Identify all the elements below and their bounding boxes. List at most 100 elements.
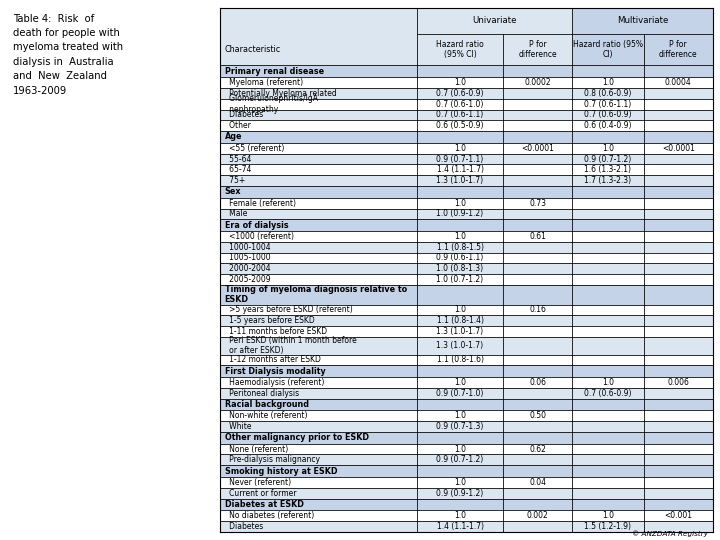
Bar [644,175,713,186]
Text: 0.7 (0.6-1.0): 0.7 (0.6-1.0) [436,100,484,109]
Text: 1.1 (0.8-1.6): 1.1 (0.8-1.6) [436,355,484,364]
Bar [572,421,644,432]
Bar [220,186,417,198]
Bar [503,498,572,510]
Text: 1.0: 1.0 [454,378,466,387]
Bar [417,521,503,532]
Bar [417,198,503,208]
Bar [503,253,572,264]
Bar [644,219,713,231]
Bar [417,33,503,65]
Bar [417,399,503,410]
Bar [644,521,713,532]
Bar [417,305,503,315]
Bar [644,305,713,315]
Bar [417,164,503,175]
Bar [220,305,417,315]
Text: 65-74: 65-74 [222,165,251,174]
Text: 0.61: 0.61 [529,232,546,241]
Text: 0.002: 0.002 [527,511,549,520]
Bar [503,153,572,164]
Bar [220,153,417,164]
Bar [572,510,644,521]
Text: Current or former: Current or former [222,489,297,498]
Text: Age: Age [225,132,242,141]
Text: 0.6 (0.5-0.9): 0.6 (0.5-0.9) [436,121,484,130]
Text: 1-12 months after ESKD: 1-12 months after ESKD [222,355,321,364]
Bar [503,88,572,99]
Text: 0.9 (0.7-1.0): 0.9 (0.7-1.0) [436,389,484,398]
Bar [644,153,713,164]
Bar [503,208,572,219]
Bar [220,143,417,153]
Bar [220,432,417,444]
Text: 1.0: 1.0 [454,411,466,420]
Text: 1.1 (0.8-1.4): 1.1 (0.8-1.4) [436,316,484,325]
Bar [572,153,644,164]
Text: 1000-1004: 1000-1004 [222,242,271,252]
Bar [572,337,644,355]
Bar [503,175,572,186]
Text: 0.73: 0.73 [529,199,546,207]
Text: 1.0: 1.0 [602,511,614,520]
Bar [644,120,713,131]
Text: 0.9 (0.9-1.2): 0.9 (0.9-1.2) [436,489,484,498]
Bar [417,8,572,33]
Text: 1-5 years before ESKD: 1-5 years before ESKD [222,316,315,325]
Bar [572,365,644,377]
Bar [572,110,644,120]
Bar [572,444,644,455]
Bar [503,377,572,388]
Bar [644,455,713,465]
Text: Table 4:  Risk  of
death for people with
myeloma treated with
dialysis in  Austr: Table 4: Risk of death for people with m… [13,14,123,96]
Bar [220,365,417,377]
Bar [644,65,713,77]
Bar [417,498,503,510]
Bar [417,410,503,421]
Text: P for
difference: P for difference [659,40,698,59]
Text: Pre-dialysis malignancy: Pre-dialysis malignancy [222,455,320,464]
Bar [503,510,572,521]
Bar [572,455,644,465]
Bar [417,264,503,274]
Text: 0.6 (0.4-0.9): 0.6 (0.4-0.9) [584,121,631,130]
Bar [417,143,503,153]
Text: 1.0: 1.0 [454,199,466,207]
Bar [644,477,713,488]
Text: Potentially Myeloma related: Potentially Myeloma related [222,89,337,98]
Bar [572,120,644,131]
Bar [417,365,503,377]
Text: 0.50: 0.50 [529,411,546,420]
Bar [417,377,503,388]
Bar [220,110,417,120]
Text: 1.0: 1.0 [454,444,466,454]
Bar [572,131,644,143]
Text: 1.0: 1.0 [454,306,466,314]
Bar [417,65,503,77]
Bar [644,110,713,120]
Text: 0.7 (0.6-0.9): 0.7 (0.6-0.9) [436,89,484,98]
Bar [220,465,417,477]
Bar [417,120,503,131]
Bar [220,219,417,231]
Bar [417,285,503,305]
Bar [644,264,713,274]
Bar [572,164,644,175]
Text: 0.9 (0.7-1.1): 0.9 (0.7-1.1) [436,154,484,164]
Bar [220,208,417,219]
Bar [572,498,644,510]
Text: Racial background: Racial background [225,400,309,409]
Bar [503,274,572,285]
Text: <0.0001: <0.0001 [521,144,554,153]
Bar [572,388,644,399]
Bar [503,355,572,365]
Text: <0.001: <0.001 [665,511,692,520]
Bar [572,242,644,253]
Bar [417,253,503,264]
Bar [503,421,572,432]
Bar [644,365,713,377]
Bar [503,488,572,498]
Text: 0.62: 0.62 [529,444,546,454]
Text: Era of dialysis: Era of dialysis [225,221,288,230]
Text: Other: Other [222,121,251,130]
